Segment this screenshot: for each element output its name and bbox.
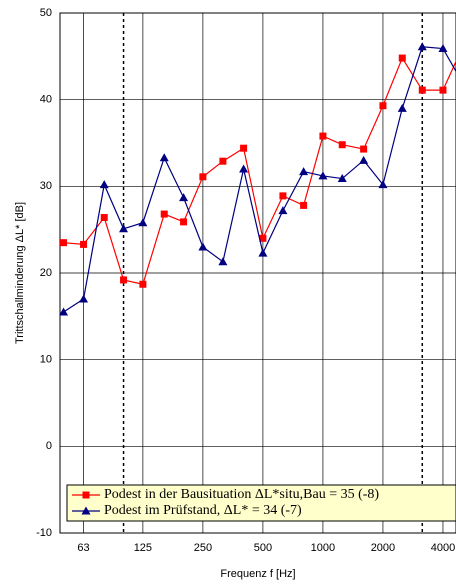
marker <box>439 86 447 94</box>
x-tick-label: 4000 <box>431 542 455 554</box>
y-tick-label: 30 <box>40 180 52 192</box>
marker <box>198 242 208 251</box>
x-tick-label: 250 <box>194 542 212 554</box>
marker <box>60 307 69 316</box>
marker <box>337 174 347 183</box>
x-tick-label: 63 <box>77 542 89 554</box>
marker <box>418 86 426 94</box>
marker <box>199 173 207 181</box>
marker <box>379 102 387 110</box>
grid <box>60 12 456 534</box>
marker <box>180 218 188 226</box>
y-axis-label: Trittschallminderung ΔL* [dB] <box>14 202 26 344</box>
marker <box>82 491 90 499</box>
marker <box>318 171 328 180</box>
marker <box>99 180 109 189</box>
marker <box>278 206 288 215</box>
y-tick-label: 40 <box>40 94 52 106</box>
marker <box>338 141 346 149</box>
legend: Podest in der Bausituation ΔL*situ,Bau =… <box>66 484 456 522</box>
marker <box>438 44 448 53</box>
y-tick-label: 0 <box>46 440 52 452</box>
y-tick-label: 10 <box>40 354 52 366</box>
marker <box>80 240 88 248</box>
marker <box>139 280 147 288</box>
marker <box>279 192 287 200</box>
x-axis-label: Frequenz f [Hz] <box>220 568 295 580</box>
marker <box>239 164 249 173</box>
marker <box>397 103 407 112</box>
marker <box>60 239 68 247</box>
marker <box>417 42 427 51</box>
marker <box>240 144 248 152</box>
legend-box <box>66 484 456 522</box>
marker <box>138 218 148 227</box>
marker <box>258 248 268 257</box>
legend-label: Podest im Prüfstand, ΔL* = 34 (-7) <box>104 503 302 518</box>
marker <box>360 145 368 153</box>
marker <box>398 54 406 62</box>
y-tick-label: 50 <box>40 7 52 19</box>
marker <box>218 257 228 266</box>
marker <box>219 157 227 165</box>
x-tick-label: 500 <box>254 542 272 554</box>
marker <box>119 224 129 233</box>
marker <box>81 506 91 515</box>
marker <box>79 294 89 303</box>
x-tick-label: 1000 <box>311 542 335 554</box>
marker <box>179 193 189 202</box>
x-tick-label: 125 <box>134 542 152 554</box>
marker <box>259 234 267 242</box>
series-group <box>60 42 456 316</box>
marker <box>120 276 128 284</box>
marker <box>319 132 327 140</box>
marker <box>100 214 108 222</box>
y-tick-label: -10 <box>36 527 52 539</box>
legend-label: Podest in der Bausituation ΔL*situ,Bau =… <box>104 487 379 502</box>
marker <box>300 201 308 209</box>
marker <box>160 210 168 218</box>
marker <box>159 153 169 162</box>
marker <box>359 155 369 164</box>
y-tick-label: 20 <box>40 267 52 279</box>
x-tick-label: 2000 <box>371 542 395 554</box>
marker <box>378 180 388 189</box>
marker <box>299 167 309 176</box>
